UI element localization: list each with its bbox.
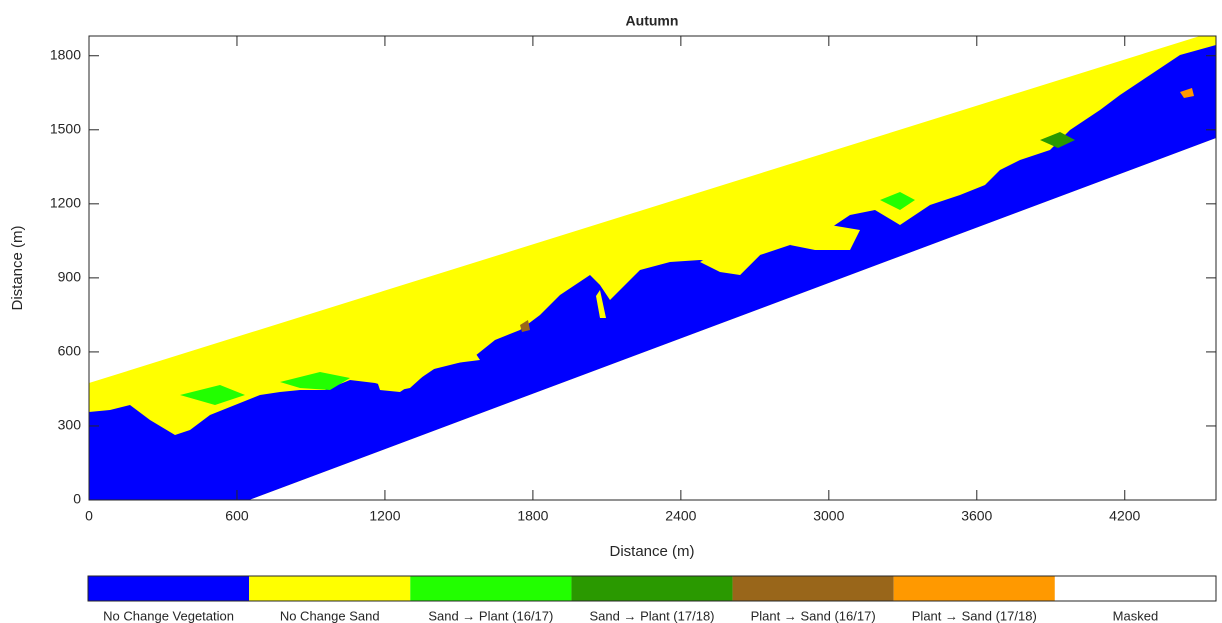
- y-tick-label: 0: [73, 491, 81, 507]
- x-tick-label: 4200: [1109, 508, 1140, 524]
- y-axis-label: Distance (m): [9, 225, 26, 310]
- sand-patch: [700, 240, 760, 275]
- y-tick-label: 900: [58, 269, 82, 285]
- colorbar-label: Sand → Plant (17/18): [589, 608, 714, 623]
- green-patch: [1040, 132, 1075, 148]
- colorbar-segment: [410, 576, 572, 601]
- x-tick-label: 1800: [517, 508, 548, 524]
- vegetation-region: [89, 45, 1216, 500]
- sand-patch: [596, 290, 606, 318]
- y-tick-label: 1500: [50, 120, 81, 136]
- y-tick-label: 300: [58, 417, 82, 433]
- y-tick-label: 1200: [50, 195, 81, 211]
- colorbar-frame: [87, 575, 1217, 602]
- colorbar-segment: [88, 576, 250, 601]
- green-patch: [180, 385, 245, 405]
- x-tick-label: 2400: [665, 508, 696, 524]
- y-tick-label: 600: [58, 343, 82, 359]
- plot-frame: [88, 35, 1217, 501]
- colorbar-label: Plant → Sand (16/17): [751, 608, 876, 623]
- colorbar-label: Masked: [1113, 608, 1159, 623]
- sand-patch: [790, 225, 860, 250]
- x-tick-label: 600: [225, 508, 249, 524]
- y-tick-label: 1800: [50, 46, 81, 62]
- colorbar-segment: [732, 576, 894, 601]
- green-patch: [880, 192, 915, 210]
- x-axis-label: Distance (m): [609, 543, 694, 560]
- x-tick-label: 3600: [961, 508, 992, 524]
- brown-patch: [520, 320, 530, 332]
- colorbar-segment: [893, 576, 1055, 601]
- green-patch: [280, 372, 350, 390]
- orange-patch: [1180, 88, 1194, 98]
- colorbar-segment: [249, 576, 411, 601]
- x-tick-label: 3000: [813, 508, 844, 524]
- colorbar-label: No Change Vegetation: [103, 608, 234, 623]
- colorbar-label: No Change Sand: [280, 608, 380, 623]
- colorbar-label: Plant → Sand (17/18): [912, 608, 1037, 623]
- x-tick-label: 1200: [369, 508, 400, 524]
- colorbar-segment: [1054, 576, 1216, 601]
- x-tick-label: 0: [85, 508, 93, 524]
- chart-title: Autumn: [626, 13, 679, 29]
- raster: [89, 36, 1216, 500]
- sand-patch: [370, 330, 480, 392]
- colorbar-label: Sand → Plant (16/17): [428, 608, 553, 623]
- colorbar-segment: [571, 576, 733, 601]
